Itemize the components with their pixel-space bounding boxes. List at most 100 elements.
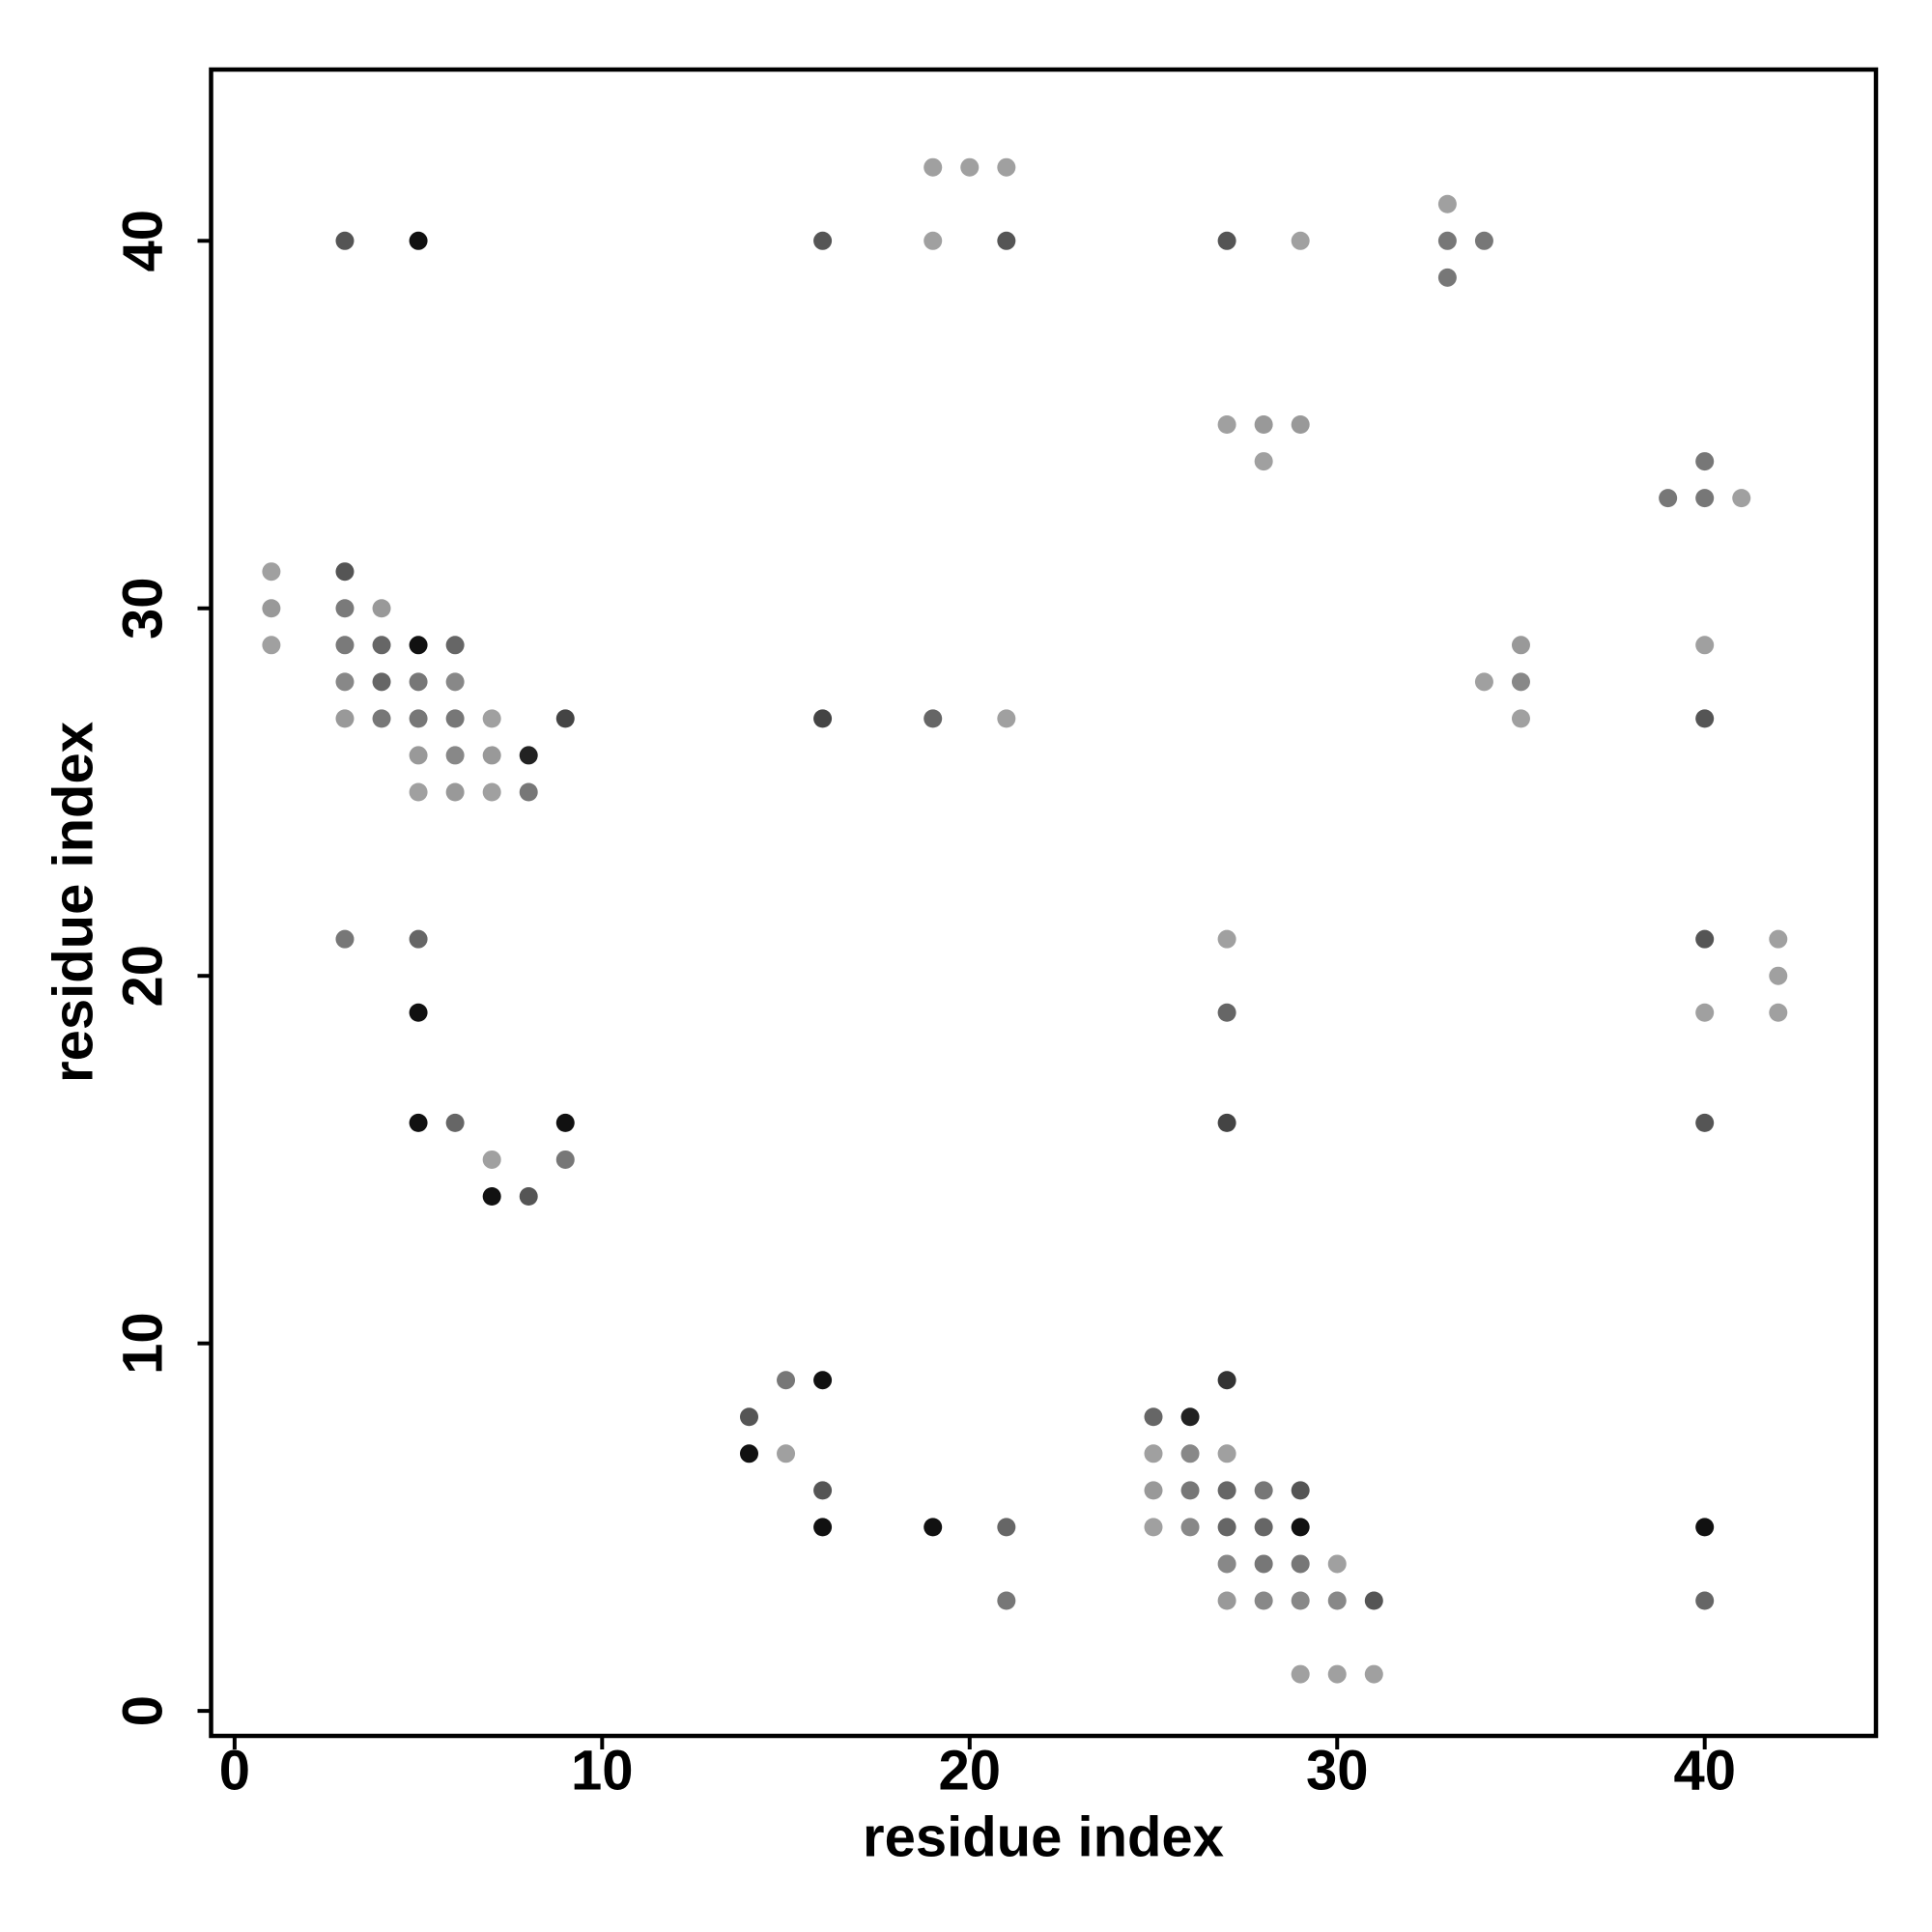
point <box>1291 1554 1310 1574</box>
point <box>1180 1518 1200 1537</box>
point <box>1695 1518 1715 1537</box>
point <box>1695 452 1715 471</box>
point <box>409 1113 428 1132</box>
point <box>1364 1664 1383 1684</box>
point <box>1291 1481 1310 1500</box>
point <box>1327 1591 1347 1610</box>
point <box>997 709 1016 728</box>
point <box>1180 1444 1200 1463</box>
point <box>445 782 465 802</box>
point <box>482 782 501 802</box>
y-tick-label: 20 <box>111 945 174 1008</box>
y-tick-label: 10 <box>111 1312 174 1375</box>
point <box>1732 489 1751 508</box>
point <box>445 709 465 728</box>
point <box>555 1113 575 1132</box>
point <box>1217 415 1236 435</box>
point <box>335 929 355 949</box>
point <box>335 231 355 250</box>
point <box>1217 1444 1236 1463</box>
y-axis-label: residue index <box>42 722 104 1083</box>
point <box>1511 709 1530 728</box>
point <box>1437 194 1457 213</box>
point <box>519 1186 538 1206</box>
point <box>372 599 391 618</box>
x-tick-label: 20 <box>939 1739 1002 1802</box>
point <box>813 1481 833 1500</box>
point <box>997 157 1016 177</box>
point <box>1695 1591 1715 1610</box>
point <box>777 1371 796 1390</box>
point <box>923 157 943 177</box>
point <box>997 1591 1016 1610</box>
point <box>1217 1518 1236 1537</box>
point <box>1217 1371 1236 1390</box>
point <box>1144 1444 1163 1463</box>
point <box>1254 452 1273 471</box>
point <box>1217 1003 1236 1022</box>
point <box>262 636 281 655</box>
point <box>1695 929 1715 949</box>
point <box>813 231 833 250</box>
point <box>1217 929 1236 949</box>
point <box>1474 672 1493 692</box>
point <box>1217 1591 1236 1610</box>
point <box>1695 636 1715 655</box>
point <box>555 709 575 728</box>
point <box>445 746 465 765</box>
point <box>445 672 465 692</box>
point <box>519 746 538 765</box>
point <box>1291 415 1310 435</box>
point <box>372 636 391 655</box>
point <box>409 782 428 802</box>
point <box>1437 231 1457 250</box>
point <box>482 1186 501 1206</box>
point <box>1769 966 1788 985</box>
y-tick-label: 40 <box>111 210 174 272</box>
point <box>1144 1481 1163 1500</box>
x-tick-label: 0 <box>219 1739 250 1802</box>
point <box>1144 1407 1163 1427</box>
point <box>1254 1554 1273 1574</box>
point <box>1511 636 1530 655</box>
point <box>262 599 281 618</box>
point <box>777 1444 796 1463</box>
point <box>1437 268 1457 287</box>
point <box>813 1518 833 1537</box>
point <box>1291 1591 1310 1610</box>
point <box>1364 1591 1383 1610</box>
point <box>409 929 428 949</box>
point <box>739 1407 758 1427</box>
point <box>997 1518 1016 1537</box>
point <box>409 746 428 765</box>
point <box>960 157 980 177</box>
point <box>482 709 501 728</box>
point <box>262 562 281 582</box>
point <box>1217 1554 1236 1574</box>
point <box>1695 709 1715 728</box>
point <box>409 672 428 692</box>
point <box>1474 231 1493 250</box>
point <box>372 709 391 728</box>
point <box>335 709 355 728</box>
point <box>335 636 355 655</box>
point <box>813 1371 833 1390</box>
point <box>1180 1407 1200 1427</box>
point <box>1254 1591 1273 1610</box>
point <box>1511 672 1530 692</box>
point <box>335 599 355 618</box>
point <box>1291 1664 1310 1684</box>
point <box>739 1444 758 1463</box>
point <box>335 672 355 692</box>
point <box>555 1150 575 1169</box>
point <box>1659 489 1678 508</box>
point <box>1695 1113 1715 1132</box>
point <box>409 709 428 728</box>
point <box>923 709 943 728</box>
point <box>1144 1518 1163 1537</box>
x-axis-label: residue index <box>863 1805 1224 1868</box>
point <box>997 231 1016 250</box>
point <box>1254 1518 1273 1537</box>
point <box>445 636 465 655</box>
